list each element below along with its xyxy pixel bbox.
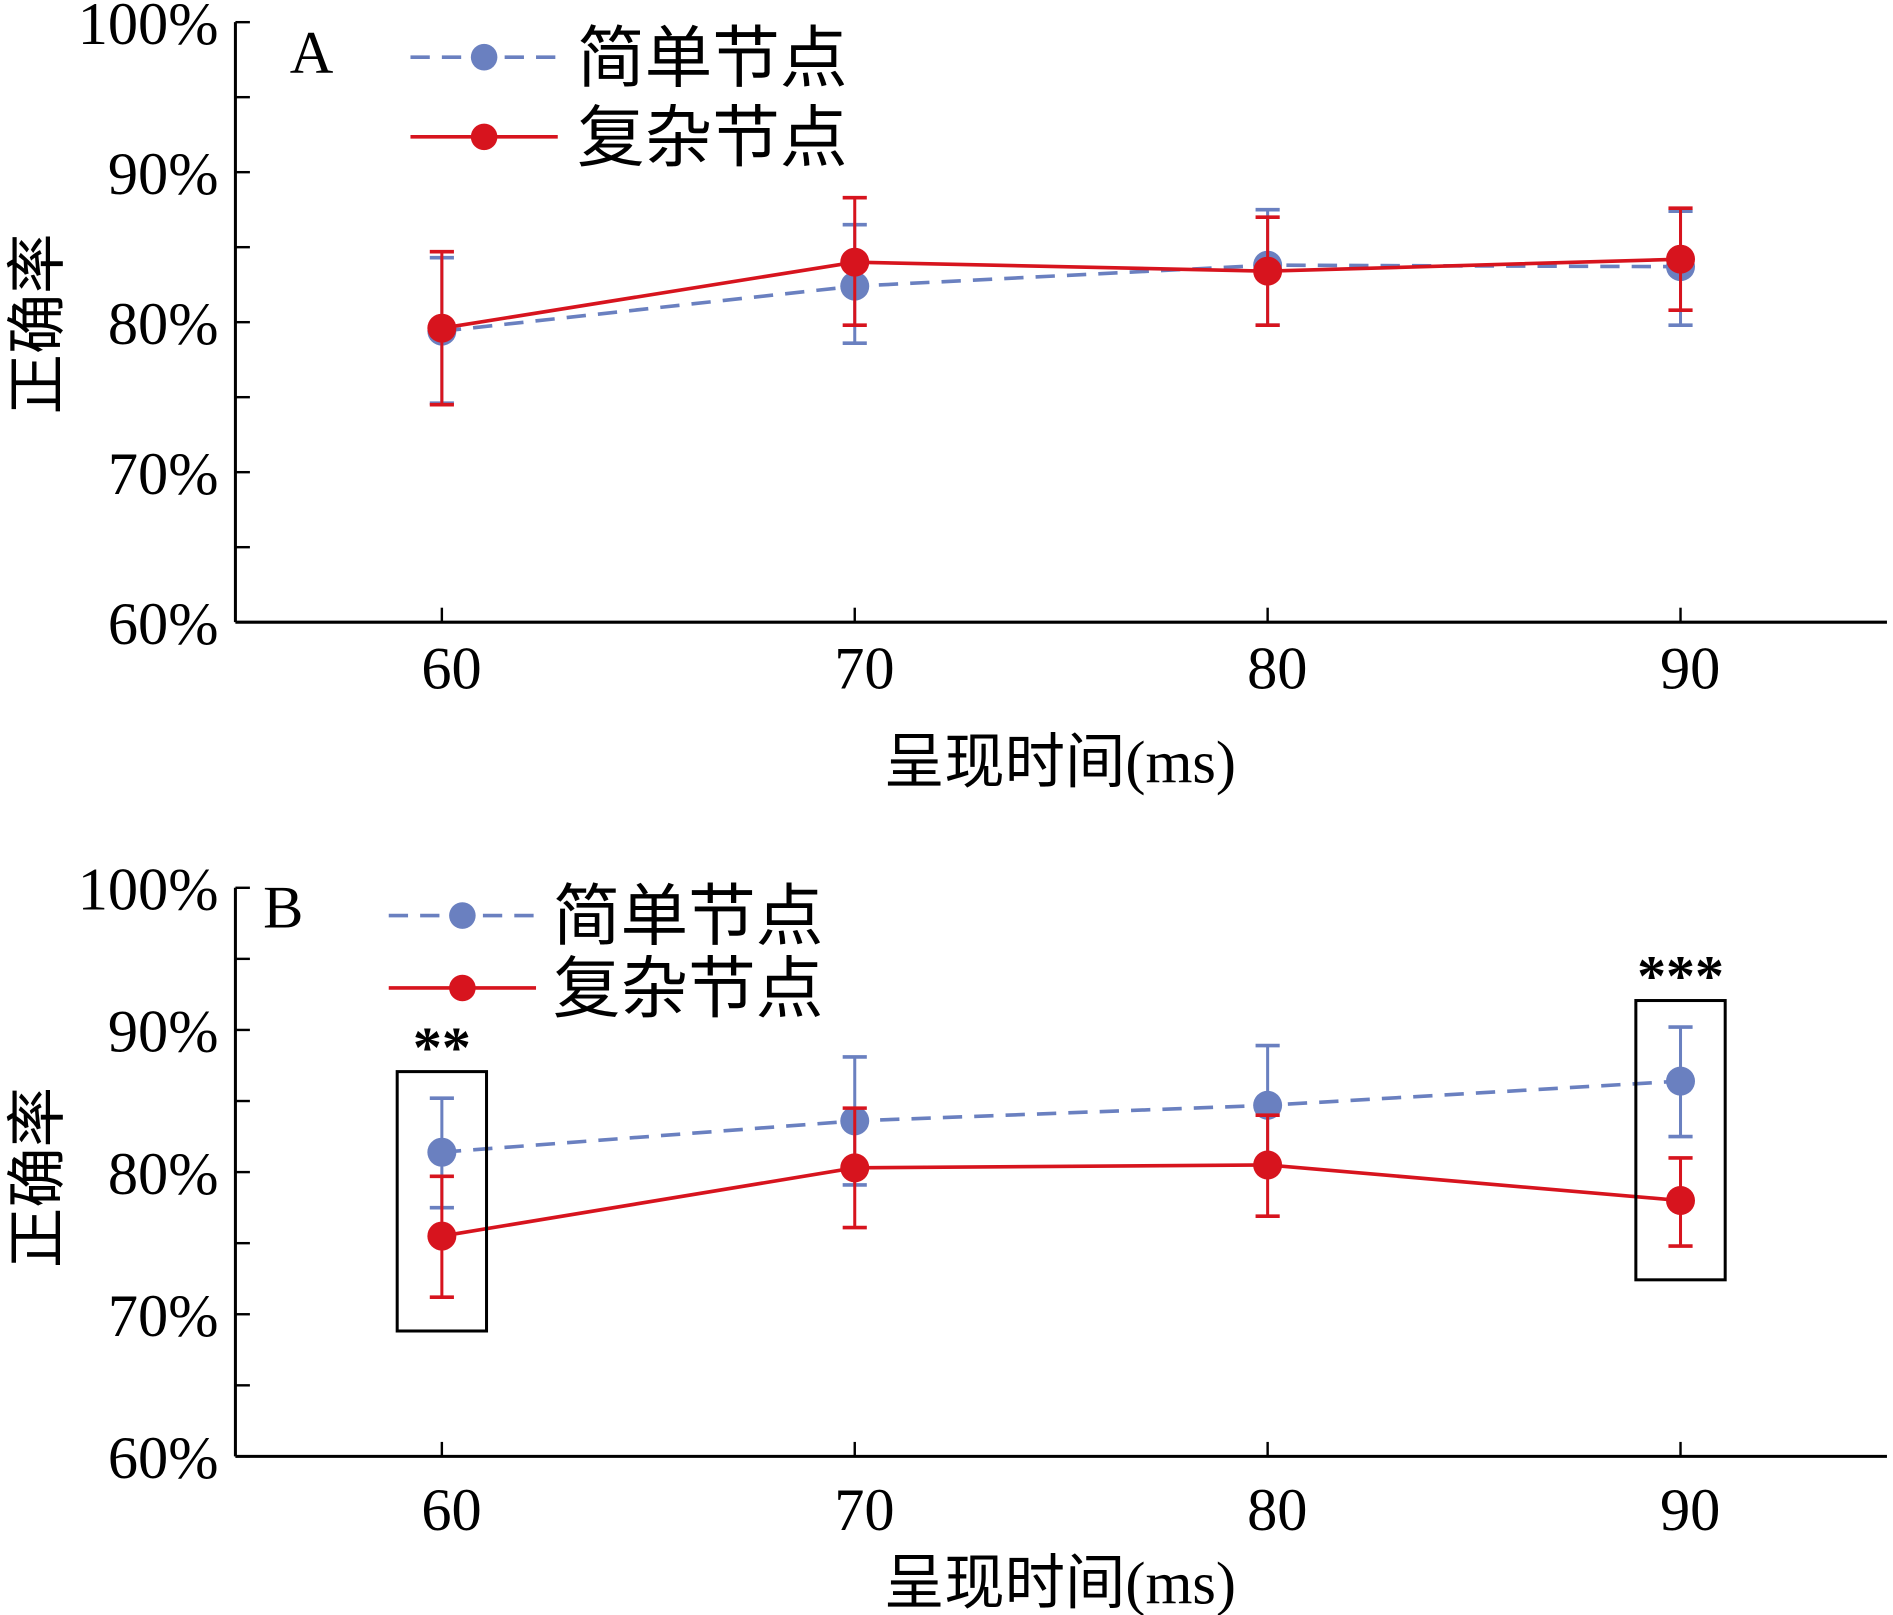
y-tick-label: 70% bbox=[108, 1283, 219, 1350]
data-point bbox=[427, 1221, 457, 1251]
y-tick-label: 60% bbox=[108, 591, 219, 658]
data-point bbox=[427, 313, 457, 343]
panel-b: 60% 70% 80% 90% 100% 60 70 80 90 呈现时间(ms) 正确率 B 简单节点… bbox=[5, 857, 1887, 1615]
x-tick-label: 80 bbox=[1247, 1477, 1307, 1544]
series-line bbox=[441, 257, 1681, 330]
legend-label: 简单节点 bbox=[577, 21, 847, 96]
x-tick-label: 60 bbox=[421, 636, 481, 703]
data-point bbox=[1253, 1090, 1283, 1120]
data-point bbox=[1666, 1066, 1696, 1096]
legend-marker bbox=[449, 974, 476, 1002]
x-tick-label: 70 bbox=[834, 636, 894, 703]
x-axis-title: 呈现时间(ms) bbox=[884, 730, 1236, 797]
x-tick-label: 70 bbox=[834, 1477, 894, 1544]
y-tick-label: 100% bbox=[78, 0, 219, 58]
series-line bbox=[441, 1079, 1681, 1154]
y-tick-label: 90% bbox=[108, 141, 219, 208]
y-axis-title: 正确率 bbox=[5, 233, 72, 414]
legend-marker bbox=[470, 43, 498, 71]
series-line bbox=[441, 1163, 1681, 1238]
data-point bbox=[1253, 1150, 1283, 1180]
x-tick-label: 90 bbox=[1660, 1477, 1720, 1544]
x-axis-title: 呈现时间(ms) bbox=[884, 1551, 1236, 1615]
data-point bbox=[1666, 244, 1696, 274]
y-tick-label: 70% bbox=[108, 441, 219, 508]
y-tick-label: 80% bbox=[108, 1141, 219, 1208]
x-tick-label: 60 bbox=[421, 1477, 481, 1544]
panel-label: B bbox=[263, 875, 303, 942]
series-complex bbox=[427, 195, 1696, 407]
y-tick-label: 60% bbox=[108, 1425, 219, 1492]
panel-label: A bbox=[290, 20, 334, 87]
data-point bbox=[1666, 1186, 1696, 1216]
y-tick-label: 100% bbox=[78, 857, 219, 924]
x-tick-label: 80 bbox=[1247, 636, 1307, 703]
significance-box bbox=[1634, 999, 1727, 1282]
y-tick-label: 80% bbox=[108, 291, 219, 358]
legend-marker bbox=[449, 902, 476, 929]
data-point bbox=[1253, 256, 1283, 286]
series-simple bbox=[427, 1025, 1696, 1210]
series-simple bbox=[427, 207, 1696, 405]
legend-label: 简单节点 bbox=[553, 880, 823, 955]
data-point bbox=[427, 1137, 457, 1167]
series-complex bbox=[427, 1106, 1696, 1300]
panel-a: 60% 70% 80% 90% 100% 60 70 80 90 呈现时间(ms) 正确率 A 简单节点… bbox=[5, 0, 1887, 797]
legend-label: 复杂节点 bbox=[577, 101, 847, 176]
x-tick-label: 90 bbox=[1660, 636, 1720, 703]
legend-marker bbox=[470, 123, 498, 151]
significance-stars: *** bbox=[1637, 944, 1724, 1009]
significance-box bbox=[395, 1070, 489, 1333]
legend-label: 复杂节点 bbox=[553, 952, 823, 1027]
y-axis-title: 正确率 bbox=[5, 1087, 72, 1268]
data-point bbox=[840, 1153, 870, 1183]
significance-stars: ** bbox=[413, 1015, 471, 1080]
data-point bbox=[840, 247, 870, 277]
y-tick-label: 90% bbox=[108, 999, 219, 1066]
